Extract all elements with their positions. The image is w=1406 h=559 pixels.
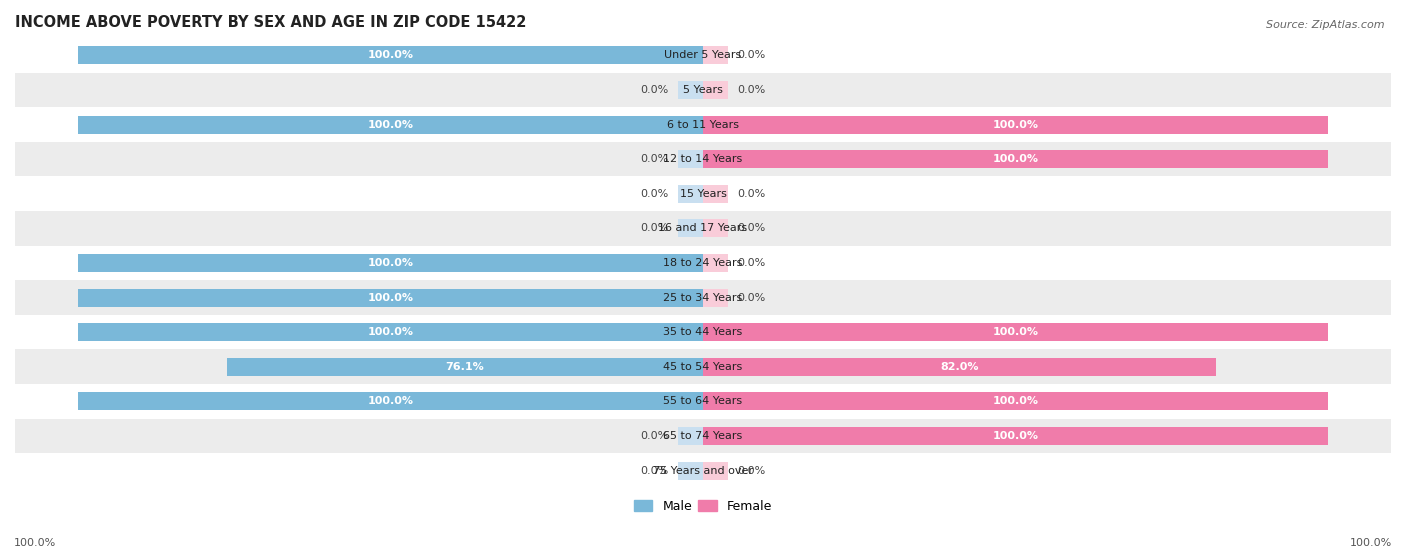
Bar (77, 392, 703, 410)
Text: 6 to 11 Years: 6 to 11 Years (666, 120, 740, 130)
Bar (77, 323, 703, 341)
Text: 100.0%: 100.0% (993, 327, 1039, 337)
Bar (15, 315, 1391, 349)
Text: 76.1%: 76.1% (446, 362, 485, 372)
Text: 100.0%: 100.0% (1350, 538, 1392, 548)
Text: 0.0%: 0.0% (737, 85, 766, 95)
Text: 15 Years: 15 Years (679, 189, 727, 199)
Text: 18 to 24 Years: 18 to 24 Years (664, 258, 742, 268)
Bar (15, 142, 1391, 177)
Text: 12 to 14 Years: 12 to 14 Years (664, 154, 742, 164)
Bar (703, 427, 1329, 445)
Bar (678, 427, 703, 445)
Bar (678, 462, 703, 480)
Text: 82.0%: 82.0% (941, 362, 979, 372)
Bar (678, 81, 703, 99)
Text: 55 to 64 Years: 55 to 64 Years (664, 396, 742, 406)
Text: 100.0%: 100.0% (367, 258, 413, 268)
Text: 0.0%: 0.0% (640, 431, 669, 441)
Bar (77, 116, 703, 134)
Bar (15, 384, 1391, 419)
Text: 65 to 74 Years: 65 to 74 Years (664, 431, 742, 441)
Text: 0.0%: 0.0% (737, 50, 766, 60)
Text: Under 5 Years: Under 5 Years (665, 50, 741, 60)
Bar (703, 185, 728, 203)
Text: 100.0%: 100.0% (993, 396, 1039, 406)
Text: 100.0%: 100.0% (367, 292, 413, 302)
Text: 25 to 34 Years: 25 to 34 Years (664, 292, 742, 302)
Bar (703, 81, 728, 99)
Bar (703, 254, 728, 272)
Text: 100.0%: 100.0% (993, 154, 1039, 164)
Text: 100.0%: 100.0% (993, 431, 1039, 441)
Bar (703, 323, 1329, 341)
Text: 35 to 44 Years: 35 to 44 Years (664, 327, 742, 337)
Bar (15, 246, 1391, 280)
Bar (703, 219, 728, 238)
Text: 0.0%: 0.0% (640, 189, 669, 199)
Text: 100.0%: 100.0% (14, 538, 56, 548)
Bar (15, 453, 1391, 488)
Text: 100.0%: 100.0% (367, 50, 413, 60)
Text: 0.0%: 0.0% (640, 224, 669, 234)
Bar (15, 107, 1391, 142)
Text: 0.0%: 0.0% (640, 466, 669, 476)
Bar (703, 358, 1216, 376)
Text: 0.0%: 0.0% (737, 224, 766, 234)
Bar (703, 392, 1329, 410)
Bar (703, 150, 1329, 168)
Bar (703, 288, 728, 306)
Legend: Male, Female: Male, Female (628, 495, 778, 518)
Bar (678, 219, 703, 238)
Text: 100.0%: 100.0% (367, 396, 413, 406)
Text: 16 and 17 Years: 16 and 17 Years (658, 224, 748, 234)
Bar (15, 177, 1391, 211)
Bar (703, 46, 728, 64)
Text: 0.0%: 0.0% (737, 466, 766, 476)
Bar (15, 211, 1391, 246)
Text: 0.0%: 0.0% (737, 292, 766, 302)
Bar (15, 349, 1391, 384)
Bar (703, 116, 1329, 134)
Text: 0.0%: 0.0% (737, 189, 766, 199)
Text: INCOME ABOVE POVERTY BY SEX AND AGE IN ZIP CODE 15422: INCOME ABOVE POVERTY BY SEX AND AGE IN Z… (15, 15, 526, 30)
Bar (226, 358, 703, 376)
Bar (703, 462, 728, 480)
Text: 5 Years: 5 Years (683, 85, 723, 95)
Bar (678, 150, 703, 168)
Text: 0.0%: 0.0% (640, 154, 669, 164)
Text: 100.0%: 100.0% (993, 120, 1039, 130)
Text: 0.0%: 0.0% (737, 258, 766, 268)
Text: 0.0%: 0.0% (640, 85, 669, 95)
Text: 100.0%: 100.0% (367, 327, 413, 337)
Bar (15, 38, 1391, 73)
Bar (15, 73, 1391, 107)
Text: 45 to 54 Years: 45 to 54 Years (664, 362, 742, 372)
Text: Source: ZipAtlas.com: Source: ZipAtlas.com (1267, 20, 1385, 30)
Bar (15, 280, 1391, 315)
Bar (15, 419, 1391, 453)
Text: 75 Years and over: 75 Years and over (652, 466, 754, 476)
Bar (77, 46, 703, 64)
Bar (678, 185, 703, 203)
Bar (77, 288, 703, 306)
Text: 100.0%: 100.0% (367, 120, 413, 130)
Bar (77, 254, 703, 272)
